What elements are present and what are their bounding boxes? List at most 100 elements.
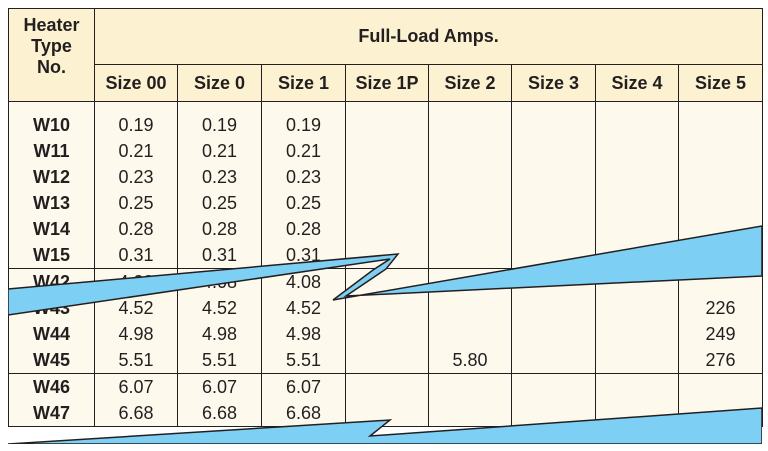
heater-type-header-line-3: No. (37, 57, 66, 77)
heater-type-cell: W42 (8, 268, 95, 295)
amps-cell (677, 242, 764, 269)
amps-cell (345, 242, 429, 269)
heater-type-cell: W10 (8, 101, 95, 138)
heater-type-header: Heater Type No. (8, 8, 95, 102)
amps-cell (511, 268, 596, 295)
amps-cell: 0.28 (177, 216, 262, 242)
amps-cell (428, 190, 512, 216)
amps-cell: 0.31 (94, 242, 178, 269)
amps-cell: 0.19 (177, 101, 262, 138)
amps-cell (428, 400, 512, 427)
amps-cell: 5.51 (261, 347, 346, 374)
table-row: W44 4.98 4.98 4.98 249 (8, 321, 764, 347)
amps-cell (428, 216, 512, 242)
amps-cell (595, 347, 679, 374)
amps-cell (345, 190, 429, 216)
amps-cell: 0.19 (261, 101, 346, 138)
amps-cell: 0.25 (261, 190, 346, 216)
amps-cell (511, 138, 596, 164)
amps-cell: 6.68 (94, 400, 178, 427)
amps-cell: 5.80 (428, 347, 512, 374)
amps-cell (345, 347, 429, 374)
amps-cell: 0.23 (177, 164, 262, 190)
size-header-size-00: Size 00 (94, 64, 178, 102)
amps-cell (428, 295, 512, 321)
amps-cell: 0.19 (94, 101, 178, 138)
full-load-amps-table: Heater Type No. Full-Load Amps. Size 00 S… (8, 8, 764, 427)
amps-cell: 4.98 (177, 321, 262, 347)
amps-cell (345, 138, 429, 164)
heater-type-cell: W12 (8, 164, 95, 190)
amps-cell (595, 373, 679, 400)
table-row: W11 0.21 0.21 0.21 (8, 138, 764, 164)
amps-cell (428, 321, 512, 347)
size-header-size-3: Size 3 (511, 64, 596, 102)
amps-cell (511, 321, 596, 347)
amps-cell: 0.23 (261, 164, 346, 190)
amps-cell (345, 268, 429, 295)
heater-type-cell: W11 (8, 138, 95, 164)
amps-cell (428, 373, 512, 400)
amps-cell (428, 138, 512, 164)
amps-cell: 6.07 (177, 373, 262, 400)
heater-type-cell: W43 (8, 295, 95, 321)
heater-type-cell: W14 (8, 216, 95, 242)
amps-cell (677, 373, 764, 400)
amps-cell: 6.07 (94, 373, 178, 400)
amps-cell: 4.52 (177, 295, 262, 321)
amps-cell (595, 295, 679, 321)
amps-cell: 4.98 (261, 321, 346, 347)
full-load-amps-header: Full-Load Amps. (93, 8, 764, 65)
amps-cell (345, 400, 429, 427)
table-row: W42 4.08 4.08 4.08 (8, 268, 764, 295)
amps-cell: 4.98 (94, 321, 178, 347)
amps-cell: 0.21 (261, 138, 346, 164)
amps-cell (677, 216, 764, 242)
amps-cell (345, 164, 429, 190)
table-row: W14 0.28 0.28 0.28 (8, 216, 764, 242)
table-row: W43 4.52 4.52 4.52 226 (8, 295, 764, 321)
size-header-size-5: Size 5 (677, 64, 764, 102)
amps-cell: 6.68 (177, 400, 262, 427)
amps-cell: 0.25 (177, 190, 262, 216)
amps-cell (677, 400, 764, 427)
amps-cell (345, 216, 429, 242)
amps-cell: 0.28 (94, 216, 178, 242)
amps-cell (345, 373, 429, 400)
amps-cell: 6.07 (261, 373, 346, 400)
amps-cell: 5.51 (177, 347, 262, 374)
amps-cell: 226 (677, 295, 764, 321)
heater-type-cell: W46 (8, 373, 95, 400)
table-row: W15 0.31 0.31 0.31 (8, 242, 764, 269)
amps-cell (428, 242, 512, 269)
amps-cell (677, 101, 764, 138)
amps-cell: 0.25 (94, 190, 178, 216)
heater-type-cell: W47 (8, 400, 95, 427)
amps-cell (511, 295, 596, 321)
amps-cell: 0.21 (94, 138, 178, 164)
amps-cell (511, 216, 596, 242)
table-body: W10 0.19 0.19 0.19 W11 0.21 0.21 0.21 W12 0.23 0.2… (8, 101, 764, 427)
amps-cell (511, 164, 596, 190)
amps-cell (677, 268, 764, 295)
amps-cell (595, 190, 679, 216)
amps-cell: 249 (677, 321, 764, 347)
amps-cell: 6.68 (261, 400, 346, 427)
heater-table-figure: Heater Type No. Full-Load Amps. Size 00 S… (8, 8, 764, 444)
amps-cell (428, 101, 512, 138)
amps-cell: 276 (677, 347, 764, 374)
table-row: W12 0.23 0.23 0.23 (8, 164, 764, 190)
amps-cell: 5.51 (94, 347, 178, 374)
amps-cell: 4.08 (94, 268, 178, 295)
table-row: W10 0.19 0.19 0.19 (8, 101, 764, 138)
amps-cell (595, 216, 679, 242)
size-header-row: Size 00 Size 0 Size 1 Size 1P Size 2 Size 3 Si… (9, 64, 764, 102)
amps-cell (677, 164, 764, 190)
amps-cell (345, 101, 429, 138)
amps-cell: 4.52 (94, 295, 178, 321)
amps-cell (595, 242, 679, 269)
amps-cell: 4.08 (261, 268, 346, 295)
table-row: W45 5.51 5.51 5.51 5.80 276 (8, 347, 764, 374)
amps-cell: 0.21 (177, 138, 262, 164)
size-header-size-1: Size 1 (261, 64, 346, 102)
